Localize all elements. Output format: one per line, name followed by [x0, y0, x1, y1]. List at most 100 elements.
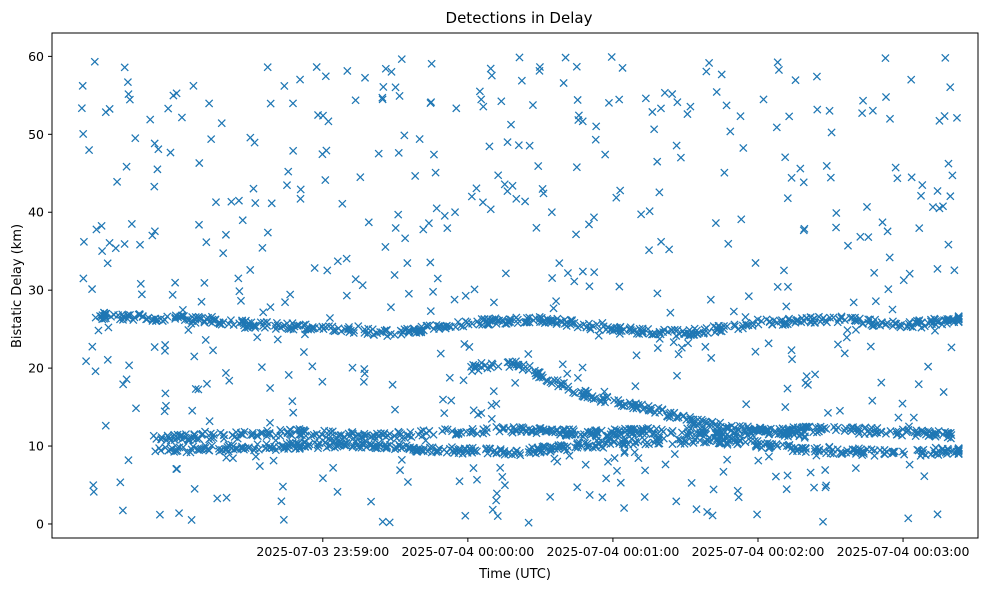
data-point: [194, 312, 203, 321]
data-point: [137, 290, 146, 299]
data-point: [774, 65, 783, 74]
data-point: [586, 325, 595, 334]
data-point: [262, 429, 272, 438]
data-point: [787, 346, 796, 355]
data-point: [397, 455, 406, 464]
data-point: [173, 433, 182, 442]
data-point: [381, 242, 390, 251]
data-point: [657, 425, 666, 434]
data-point: [616, 322, 625, 331]
data-point: [545, 446, 554, 455]
data-point: [933, 186, 942, 196]
data-point: [79, 274, 88, 283]
data-point: [200, 278, 209, 287]
data-point: [782, 302, 791, 311]
data-point: [524, 349, 533, 359]
data-point: [632, 402, 641, 412]
data-point: [314, 110, 323, 120]
data-point: [931, 320, 941, 329]
data-point: [881, 320, 891, 329]
data-point: [666, 308, 675, 317]
data-point: [493, 512, 502, 521]
data-point: [569, 388, 578, 397]
data-point: [657, 237, 666, 246]
data-point: [400, 433, 409, 442]
data-point: [79, 237, 88, 246]
data-point: [717, 70, 726, 79]
data-point: [552, 319, 561, 329]
data-point: [257, 363, 266, 372]
data-point: [119, 380, 128, 389]
data-point: [724, 423, 733, 432]
plot-area: [52, 33, 978, 538]
data-point: [492, 399, 501, 408]
data-point: [610, 454, 619, 463]
data-point: [835, 406, 844, 415]
data-point: [666, 429, 675, 438]
data-point: [588, 392, 597, 401]
data-point: [944, 159, 953, 168]
data-point: [385, 518, 394, 527]
data-point: [714, 428, 723, 437]
data-point: [171, 278, 180, 287]
data-point: [426, 307, 435, 316]
data-point: [896, 320, 906, 329]
data-point: [907, 173, 916, 182]
data-point: [263, 63, 272, 72]
data-point: [188, 317, 197, 326]
data-point: [131, 134, 140, 143]
data-point: [562, 318, 571, 327]
data-point: [773, 282, 782, 291]
data-point: [554, 382, 563, 391]
data-point: [330, 443, 339, 452]
data-point: [151, 314, 160, 323]
data-point: [243, 323, 253, 332]
data-point: [106, 312, 116, 321]
data-point: [333, 257, 342, 266]
data-point: [209, 433, 218, 443]
data-point: [249, 184, 258, 193]
data-point: [205, 435, 214, 444]
data-point: [641, 440, 650, 449]
data-point: [266, 99, 275, 108]
data-point: [296, 75, 305, 84]
data-point: [954, 449, 963, 458]
data-point: [205, 417, 214, 426]
data-point: [655, 329, 664, 338]
data-point: [494, 362, 503, 371]
data-point: [401, 234, 410, 243]
data-point: [841, 424, 850, 433]
data-point: [300, 442, 310, 451]
data-point: [672, 413, 681, 423]
data-point: [238, 216, 247, 225]
data-point: [135, 240, 145, 249]
data-point: [514, 141, 523, 150]
data-point: [864, 318, 873, 327]
data-point: [837, 449, 846, 458]
data-point: [589, 213, 599, 222]
data-point: [378, 517, 387, 526]
data-point: [585, 282, 594, 291]
data-point: [741, 313, 750, 322]
data-point: [452, 429, 461, 438]
data-point: [709, 485, 718, 494]
data-point: [580, 388, 589, 397]
data-point: [222, 493, 231, 502]
data-point: [787, 173, 796, 182]
data-point: [197, 297, 206, 306]
plot-frame: [51, 32, 979, 539]
data-point: [496, 446, 505, 455]
data-point: [351, 275, 360, 284]
data-point: [400, 325, 409, 334]
data-point: [364, 218, 373, 227]
data-point: [125, 361, 134, 370]
data-point: [489, 298, 498, 307]
data-point: [429, 324, 438, 334]
data-point: [670, 450, 679, 459]
data-point: [897, 431, 907, 440]
data-point: [190, 433, 199, 442]
data-point: [166, 148, 175, 157]
data-point: [487, 401, 496, 410]
data-point: [942, 449, 951, 458]
data-point: [547, 379, 557, 388]
